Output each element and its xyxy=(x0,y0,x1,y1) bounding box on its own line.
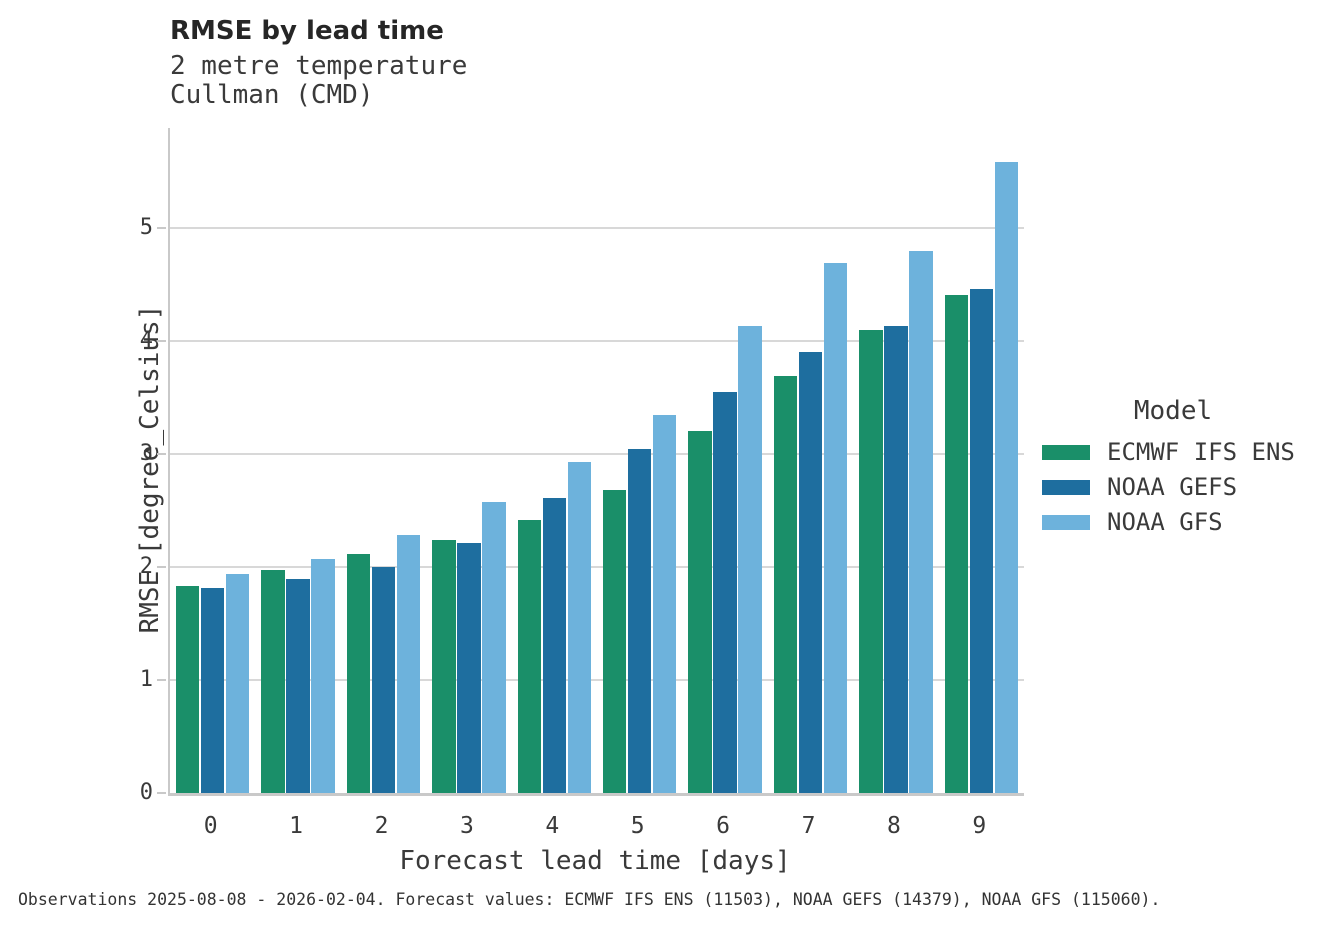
gridline-y-2 xyxy=(170,565,1024,568)
bar-noaa-gefs-day-9 xyxy=(969,288,994,793)
bar-noaa-gefs-day-3 xyxy=(457,543,481,793)
x-tick-label-2: 2 xyxy=(374,813,389,839)
bar-ecmwf-ifs-ens-day-3 xyxy=(432,539,456,793)
bar-ecmwf-ifs-ens-day-8 xyxy=(859,330,883,793)
bar-ecmwf-ifs-ens-day-1 xyxy=(261,570,285,793)
bar-noaa-gfs-day-6 xyxy=(738,325,762,793)
legend-label: NOAA GEFS xyxy=(1107,473,1238,501)
gridline-y-3 xyxy=(170,452,1024,455)
bar-ecmwf-ifs-ens-day-5 xyxy=(602,489,627,793)
bar-noaa-gefs-day-6 xyxy=(713,391,737,793)
chart-subtitle-variable: 2 metre temperature xyxy=(170,51,468,81)
y-tick-mark-5 xyxy=(157,226,166,229)
bar-ecmwf-ifs-ens-day-9 xyxy=(944,295,969,793)
bar-noaa-gfs-day-0 xyxy=(225,573,250,793)
legend-item-noaa-gefs: NOAA GEFS xyxy=(1042,473,1304,501)
x-tick-label-0: 0 xyxy=(203,813,218,839)
y-tick-mark-1 xyxy=(157,678,166,681)
legend-swatch xyxy=(1042,444,1090,460)
y-tick-label-0: 0 xyxy=(139,780,153,805)
bar-ecmwf-ifs-ens-day-6 xyxy=(688,431,712,793)
x-tick-label-7: 7 xyxy=(801,813,816,839)
plot-area xyxy=(168,128,1024,796)
y-tick-label-3: 3 xyxy=(139,440,153,466)
bar-noaa-gefs-day-1 xyxy=(286,579,310,793)
y-tick-mark-3 xyxy=(157,452,166,455)
legend-items: ECMWF IFS ENS NOAA GEFS NOAA GFS xyxy=(1042,438,1304,536)
legend-item-noaa-gfs: NOAA GFS xyxy=(1042,508,1304,536)
bar-noaa-gefs-day-0 xyxy=(200,588,225,793)
bar-noaa-gfs-day-2 xyxy=(396,535,421,793)
gridline-y-5 xyxy=(170,226,1024,229)
legend-title: Model xyxy=(1133,396,1213,426)
bar-noaa-gfs-day-9 xyxy=(994,161,1019,793)
y-tick-mark-2 xyxy=(157,565,166,568)
bar-noaa-gefs-day-4 xyxy=(542,497,567,793)
y-tick-label-5: 5 xyxy=(139,214,153,240)
y-tick-mark-4 xyxy=(157,339,166,342)
x-tick-label-1: 1 xyxy=(289,813,304,839)
x-tick-label-4: 4 xyxy=(545,813,560,839)
bar-ecmwf-ifs-ens-day-7 xyxy=(773,375,798,793)
gridline-y-4 xyxy=(170,339,1024,342)
y-tick-label-4: 4 xyxy=(139,327,153,353)
x-axis-title: Forecast lead time [days] xyxy=(399,846,791,876)
bar-noaa-gefs-day-8 xyxy=(884,325,908,793)
bar-noaa-gfs-day-4 xyxy=(567,461,592,793)
gridline-y-1 xyxy=(170,678,1024,681)
bar-noaa-gfs-day-1 xyxy=(311,558,335,793)
bar-noaa-gefs-day-7 xyxy=(798,351,823,793)
x-tick-label-6: 6 xyxy=(716,813,731,839)
legend-label: ECMWF IFS ENS xyxy=(1107,438,1295,466)
chart-title: RMSE by lead time xyxy=(170,16,444,46)
bar-ecmwf-ifs-ens-day-4 xyxy=(517,520,542,793)
legend-label: NOAA GFS xyxy=(1107,508,1223,536)
bar-noaa-gfs-day-7 xyxy=(823,262,848,793)
chart-subtitle-location: Cullman (CMD) xyxy=(170,80,374,110)
bar-ecmwf-ifs-ens-day-2 xyxy=(346,554,371,793)
legend: Model ECMWF IFS ENS NOAA GEFS NOAA GFS xyxy=(1042,396,1304,545)
legend-swatch xyxy=(1042,514,1090,530)
x-tick-label-9: 9 xyxy=(972,813,987,839)
legend-item-ecmwf-ifs-ens: ECMWF IFS ENS xyxy=(1042,438,1304,466)
x-tick-label-3: 3 xyxy=(459,813,474,839)
bar-noaa-gefs-day-2 xyxy=(371,566,396,793)
bar-ecmwf-ifs-ens-day-0 xyxy=(175,586,200,793)
legend-swatch xyxy=(1042,479,1090,495)
x-tick-label-5: 5 xyxy=(630,813,645,839)
y-tick-label-2: 2 xyxy=(139,553,153,579)
bar-noaa-gefs-day-5 xyxy=(627,449,652,793)
y-tick-label-1: 1 xyxy=(139,666,153,692)
y-tick-mark-0 xyxy=(157,792,166,794)
x-tick-label-8: 8 xyxy=(886,813,901,839)
bar-noaa-gfs-day-5 xyxy=(652,415,677,793)
bar-noaa-gfs-day-8 xyxy=(909,251,933,793)
footer-note: Observations 2025-08-08 - 2026-02-04. Fo… xyxy=(18,890,1161,909)
bar-noaa-gfs-day-3 xyxy=(482,502,506,793)
